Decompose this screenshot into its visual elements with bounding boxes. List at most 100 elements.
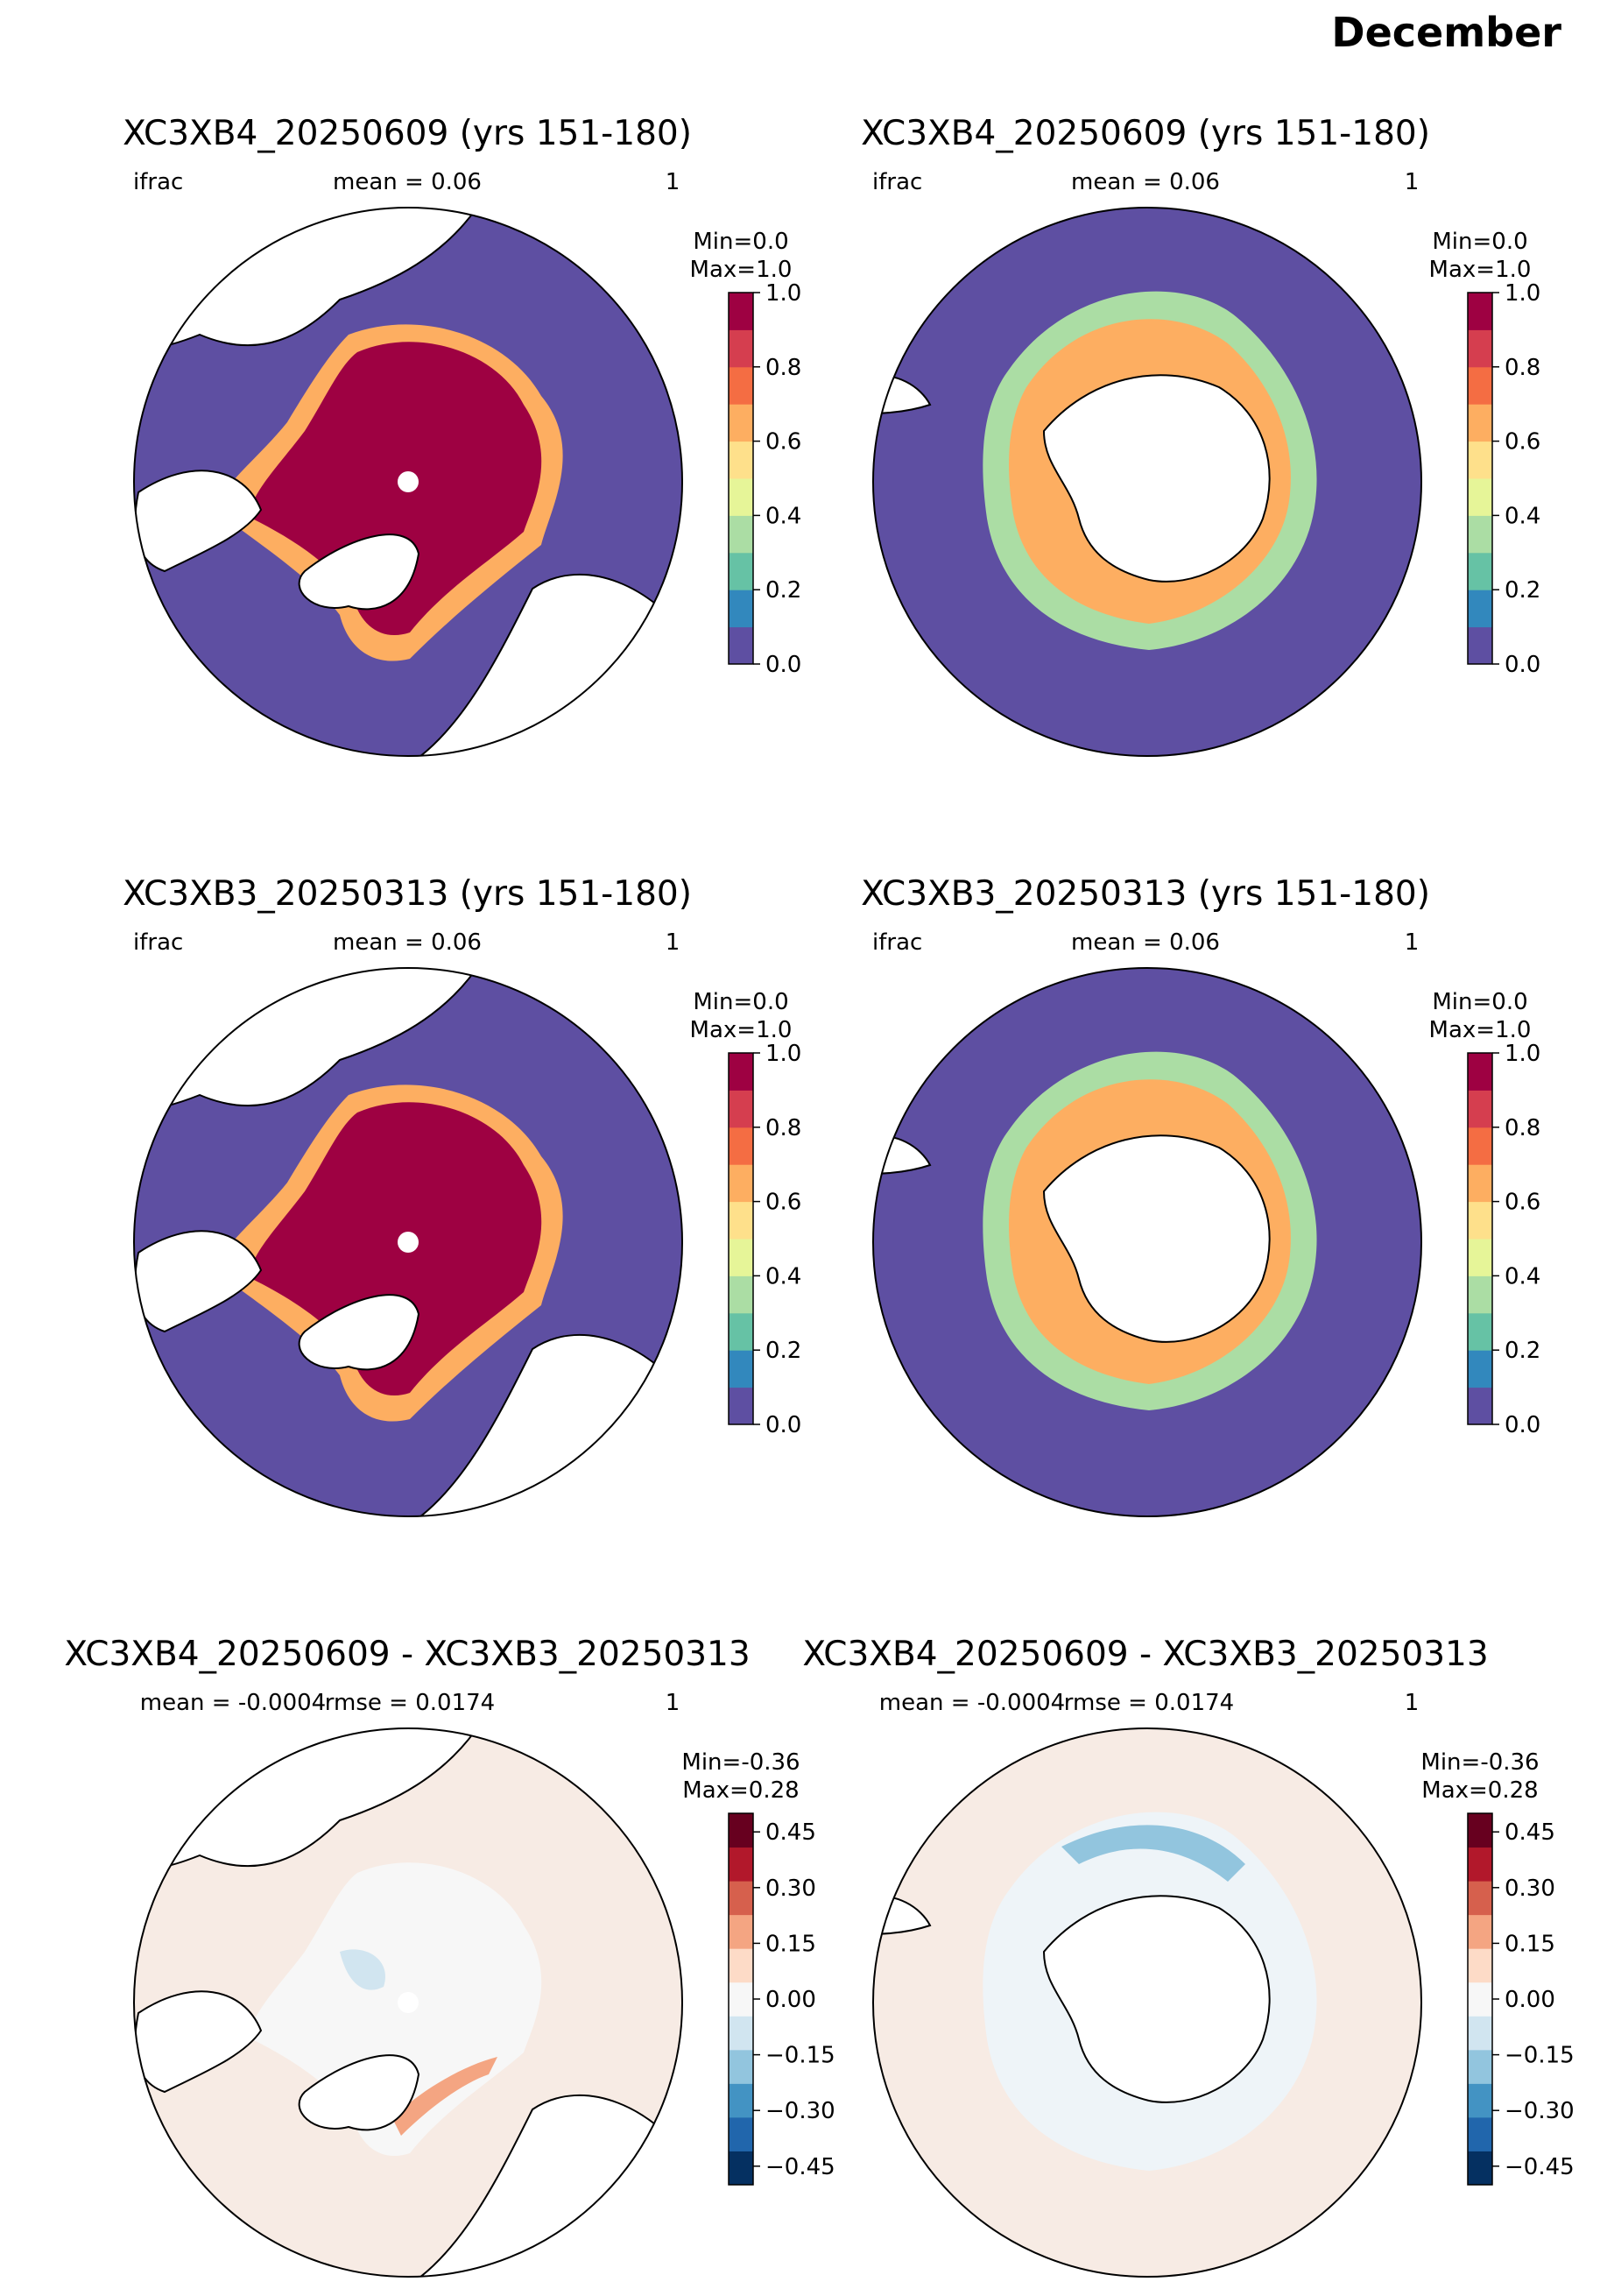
colorbar-tick-label: 0.4 <box>1505 1263 1540 1289</box>
colorbar-nh-diff: 0.45 0.30 0.15 0.00 −0.15 −0.30 −0.45 <box>728 1812 835 2186</box>
colorbar-segment <box>1468 1350 1492 1388</box>
colorbar-tick-label: 0.8 <box>765 1115 801 1141</box>
colorbar-segment <box>1468 515 1492 554</box>
panel-title-sh-b4: XC3XB4_20250609 (yrs 151-180) <box>861 114 1430 153</box>
colorbar-tick-label: 0.8 <box>765 355 801 381</box>
colorbar-segment <box>729 1982 753 2017</box>
colorbar-segment <box>729 515 753 554</box>
colorbar-tick-label: 0.2 <box>765 1338 801 1364</box>
minmax-sh-b4: Min=0.0 Max=1.0 <box>1428 229 1532 283</box>
colorbar-tick-label: 0.30 <box>1505 1876 1555 1902</box>
panel-units-sh-b3: 1 <box>1404 929 1420 956</box>
colorbar-segment <box>1468 626 1492 665</box>
colorbar-segment <box>729 590 753 628</box>
colorbar-tick-label: −0.15 <box>765 2043 835 2069</box>
panel-var-sh-b4: ifrac <box>872 169 923 195</box>
pole-hole <box>398 1992 419 2013</box>
panel-units-sh-diff: 1 <box>1404 1690 1420 1716</box>
land-greenland <box>298 1294 420 1371</box>
colorbar-tick-label: 0.0 <box>765 1412 801 1438</box>
colorbar-segment <box>729 1090 753 1128</box>
minmax-nh-b4: Min=0.0 Max=1.0 <box>689 229 793 283</box>
colorbar-tick-label: 0.15 <box>765 1931 816 1957</box>
colorbar-segment <box>729 552 753 590</box>
colorbar-segment <box>729 2049 753 2084</box>
colorbar-nh-b3: 0.0 0.2 0.4 0.6 0.8 1.0 <box>728 1041 801 1438</box>
pole-hole <box>398 1232 419 1253</box>
colorbar-segment <box>1468 2151 1492 2186</box>
panel-var-nh-b4: ifrac <box>133 169 184 195</box>
colorbar-tick-label: 0.45 <box>1505 1819 1555 1846</box>
colorbar-tick-label: 0.45 <box>765 1819 816 1846</box>
colorbar-segment <box>729 1387 753 1425</box>
colorbar-tick-label: 0.4 <box>765 503 801 529</box>
land-greenland <box>298 533 420 611</box>
colorbar-segment <box>729 293 753 330</box>
minmax-nh-diff: Min=-0.36 Max=0.28 <box>681 1749 800 1804</box>
diff-negative-arc <box>1061 1825 1245 1882</box>
colorbar-tick-label: 0.8 <box>1505 1115 1540 1141</box>
colorbar-segment <box>729 1350 753 1388</box>
panel-units-sh-b4: 1 <box>1404 169 1420 195</box>
colorbar-segment <box>1468 2116 1492 2151</box>
panel-mean-nh-b3: mean = 0.06 <box>333 929 482 956</box>
colorbar-segment <box>1468 329 1492 368</box>
colorbar-tick-label: 1.0 <box>765 280 801 307</box>
colorbar-tick-label: 0.8 <box>1505 355 1540 381</box>
minmax-sh-diff: Min=-0.36 Max=0.28 <box>1420 1749 1540 1804</box>
colorbar-segment <box>1468 441 1492 479</box>
colorbar-segment <box>729 626 753 665</box>
colorbar-segment <box>1468 1127 1492 1165</box>
colorbar-segment <box>1468 1164 1492 1203</box>
panel-title-nh-diff: XC3XB4_20250609 - XC3XB3_20250313 <box>64 1635 751 1674</box>
colorbar-segment <box>729 2151 753 2186</box>
land-antarctica <box>1042 374 1271 583</box>
colorbar-segment <box>729 441 753 479</box>
colorbar-segment <box>729 2083 753 2118</box>
colorbar-sh-b3: 0.0 0.2 0.4 0.6 0.8 1.0 <box>1467 1041 1540 1438</box>
colorbar-segment <box>1468 552 1492 590</box>
colorbar-segment <box>1468 2049 1492 2084</box>
diff-negative-patch <box>340 1949 385 1990</box>
colorbar-tick-label: −0.30 <box>765 2098 835 2124</box>
colorbar-tick-label: 0.2 <box>1505 577 1540 604</box>
colorbar-tick-label: 0.0 <box>1505 652 1540 678</box>
panel-var-sh-b3: ifrac <box>872 929 923 956</box>
land-greenland <box>298 2054 420 2131</box>
panel-title-nh-b3: XC3XB3_20250313 (yrs 151-180) <box>123 874 692 914</box>
panel-units-nh-diff: 1 <box>665 1690 680 1716</box>
panel-rmse-sh-diff: rmse = 0.0174 <box>1063 1690 1235 1716</box>
panel-rmse-nh-diff: rmse = 0.0174 <box>324 1690 496 1716</box>
colorbar-tick-label: −0.15 <box>1505 2043 1575 2069</box>
colorbar-segment <box>1468 1881 1492 1916</box>
colorbar-segment <box>1468 1201 1492 1240</box>
colorbar-tick-label: 1.0 <box>1505 1041 1540 1067</box>
colorbar-segment <box>1468 1914 1492 1949</box>
colorbar-segment <box>1468 1847 1492 1882</box>
panel-mean-sh-b4: mean = 0.06 <box>1071 169 1220 195</box>
colorbar-segment <box>729 404 753 442</box>
colorbar-tick-label: 0.00 <box>1505 1987 1555 2013</box>
colorbar-segment <box>729 1881 753 1916</box>
colorbar-segment <box>729 2016 753 2051</box>
panel-title-nh-b4: XC3XB4_20250609 (yrs 151-180) <box>123 114 692 153</box>
panel-mean-nh-diff: mean = -0.0004 <box>139 1690 327 1716</box>
colorbar-segment <box>1468 590 1492 628</box>
colorbar-tick-label: 0.4 <box>765 1263 801 1289</box>
colorbar-segment <box>1468 1239 1492 1276</box>
colorbar-tick-label: 1.0 <box>765 1041 801 1067</box>
minmax-nh-b3: Min=0.0 Max=1.0 <box>689 989 793 1043</box>
colorbar-tick-label: 0.6 <box>1505 1190 1540 1216</box>
map-nh-b3 <box>133 967 683 1517</box>
map-sh-b3 <box>872 967 1422 1517</box>
colorbar-tick-label: 1.0 <box>1505 280 1540 307</box>
pole-hole <box>398 471 419 492</box>
colorbar-segment <box>1468 2016 1492 2051</box>
panel-title-sh-b3: XC3XB3_20250313 (yrs 151-180) <box>861 874 1430 914</box>
colorbar-segment <box>729 1948 753 1983</box>
colorbar-tick-label: 0.0 <box>1505 1412 1540 1438</box>
colorbar-segment <box>1468 478 1492 516</box>
colorbar-tick-label: 0.30 <box>765 1876 816 1902</box>
colorbar-segment <box>729 1164 753 1203</box>
colorbar-segment <box>729 1127 753 1165</box>
